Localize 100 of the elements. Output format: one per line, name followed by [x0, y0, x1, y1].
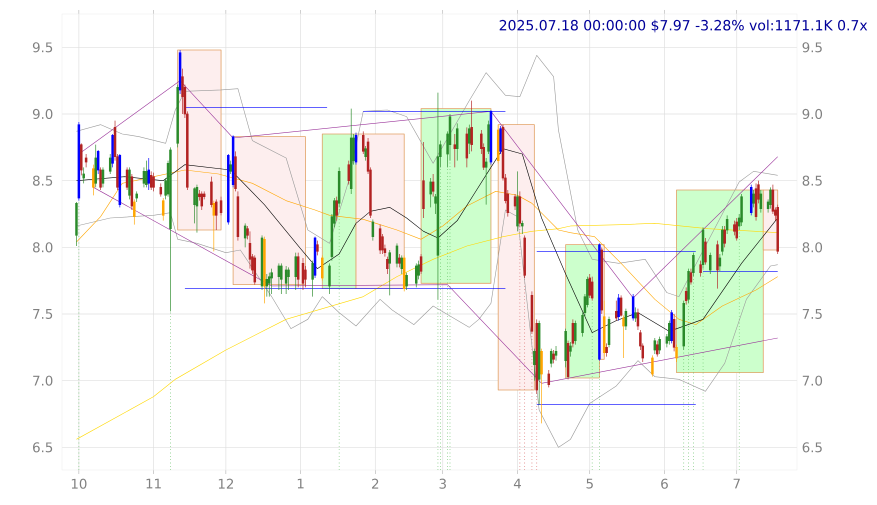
candlestick	[82, 166, 85, 184]
x-tick-label: 11	[146, 478, 161, 488]
y2-tick-label: 9.0	[802, 108, 822, 120]
candlestick	[588, 274, 592, 298]
candlestick	[704, 238, 707, 265]
candlestick	[378, 224, 382, 254]
candlestick	[468, 124, 471, 154]
candlestick	[622, 314, 625, 358]
candlestick	[234, 150, 237, 192]
x-tick-label: 3	[440, 478, 446, 489]
y2-tick-label: 9.5	[802, 42, 822, 52]
candlestick	[181, 68, 184, 114]
candlestick	[128, 166, 131, 200]
candlestick	[108, 154, 112, 174]
candlestick	[656, 340, 658, 357]
candlestick	[94, 144, 97, 188]
candlestick	[130, 174, 134, 210]
x-tick-label: 4	[514, 478, 521, 488]
candlestick	[564, 328, 567, 368]
candlestick	[726, 214, 728, 234]
candlestick	[432, 174, 434, 197]
x-tick-label: 6	[661, 478, 668, 489]
candlestick	[684, 286, 688, 305]
candlestick	[296, 252, 300, 288]
candlestick	[672, 314, 676, 352]
candlestick	[605, 342, 608, 357]
y-tick-label: 7.0	[33, 376, 52, 386]
candlestick	[538, 320, 540, 405]
candlestick	[420, 254, 422, 274]
candlestick	[530, 290, 534, 334]
candlestick	[214, 198, 218, 230]
candlestick	[690, 268, 692, 285]
candlestick	[721, 226, 724, 256]
candlestick	[651, 354, 654, 377]
candlestick	[602, 300, 606, 357]
y-tick-label: 8.0	[32, 242, 52, 252]
line-series	[76, 170, 778, 325]
candlestick	[287, 266, 290, 290]
candlestick	[668, 320, 671, 345]
candlestick	[372, 218, 374, 241]
line-series	[93, 187, 778, 384]
candlestick	[152, 172, 155, 192]
candlestick	[608, 316, 610, 348]
candlestick	[254, 254, 256, 285]
y2-tick-label: 8.5	[802, 176, 822, 186]
line-series	[76, 148, 778, 333]
candlestick	[133, 198, 136, 225]
candlestick	[752, 190, 755, 208]
candlestick	[362, 130, 364, 154]
candlestick	[364, 146, 367, 161]
candlestick	[470, 100, 473, 152]
candlestick	[723, 226, 726, 248]
candlestick	[554, 346, 558, 361]
candlestick	[518, 190, 522, 228]
candlestick	[709, 252, 712, 274]
candlestick	[316, 240, 319, 256]
y-tick-label: 8.5	[32, 176, 52, 186]
candlestick	[634, 306, 637, 322]
candlestick	[736, 218, 738, 241]
x-tick-label: 7	[734, 478, 740, 488]
candlestick	[96, 150, 100, 174]
candlestick	[548, 370, 550, 388]
candlestick	[278, 262, 280, 290]
x-tick-label: 12	[218, 478, 234, 489]
candlestick	[210, 176, 213, 208]
x-tick-label: 2	[372, 478, 378, 489]
candlestick	[415, 262, 418, 288]
candlestick	[338, 166, 340, 208]
y2-tick-label: 8.0	[802, 242, 822, 252]
candlestick	[348, 160, 350, 185]
candlestick	[620, 294, 622, 317]
candlestick	[454, 134, 456, 168]
x-tick-label: 10	[72, 478, 86, 489]
y-tick-label: 9.0	[32, 108, 52, 120]
candlestick	[350, 108, 352, 194]
candlestick	[145, 160, 148, 188]
candlestick	[284, 266, 288, 294]
candlestick	[150, 170, 152, 190]
candlestick	[456, 122, 458, 161]
candlestick	[405, 272, 408, 290]
x-tick-label: 1	[298, 478, 304, 488]
candlestick	[552, 350, 555, 364]
candlestick	[75, 202, 78, 246]
candlestick	[386, 256, 389, 274]
candlestick	[429, 178, 432, 208]
candlestick	[750, 184, 752, 216]
y-tick-label: 9.5	[32, 42, 52, 52]
candlestick	[84, 154, 88, 168]
candlestick	[266, 274, 268, 297]
candlestick	[92, 164, 95, 196]
candlestick	[328, 262, 331, 294]
candlestick	[574, 320, 577, 345]
candlestick	[162, 198, 164, 221]
candlestick	[321, 254, 324, 281]
candlestick	[335, 196, 338, 221]
candlestick	[540, 348, 543, 424]
candlestick	[178, 50, 182, 94]
candlestick	[692, 252, 695, 277]
candlestick	[521, 220, 524, 234]
candlestick	[590, 276, 594, 301]
